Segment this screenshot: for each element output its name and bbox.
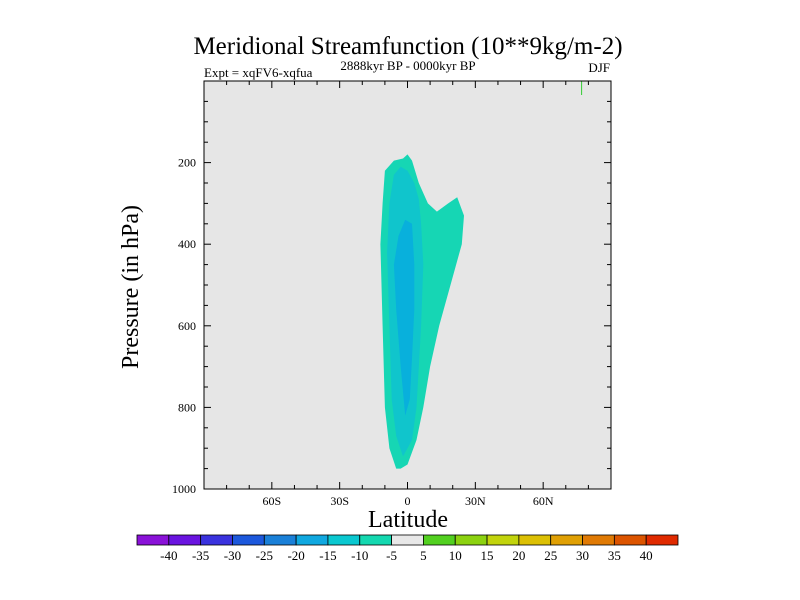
colorbar-swatch xyxy=(613,534,647,546)
colorbar-label: -25 xyxy=(256,548,273,563)
colorbar-label: -40 xyxy=(160,548,177,563)
y-tick-labels: 200 400 600 800 1000 xyxy=(172,156,196,496)
colorbar-label: -15 xyxy=(319,548,336,563)
chart-subtitle-left: Expt = xqFV6-xqfua xyxy=(204,65,313,80)
y-axis-label: Pressure (in hPa) xyxy=(118,205,144,369)
colorbar-swatch xyxy=(486,534,520,546)
colorbar-swatch xyxy=(423,534,456,546)
chart-subtitle-right: DJF xyxy=(588,60,610,75)
colorbar-label: 5 xyxy=(420,548,427,563)
x-tick-label: 30S xyxy=(330,494,349,508)
y-tick-label: 200 xyxy=(178,156,196,170)
colorbar-swatch xyxy=(327,534,361,546)
colorbar-label: 20 xyxy=(512,548,525,563)
colorbar-label: 10 xyxy=(449,548,462,563)
colorbar-label: 25 xyxy=(544,548,557,563)
x-tick-label: 30N xyxy=(465,494,486,508)
colorbar-swatch xyxy=(391,534,424,546)
chart-subtitle-center: 2888kyr BP - 0000kyr BP xyxy=(340,58,475,73)
colorbar-label: -5 xyxy=(386,548,397,563)
x-tick-label: 60N xyxy=(533,494,554,508)
colorbar-swatch xyxy=(168,534,202,546)
colorbar-swatch xyxy=(645,534,679,546)
contour-fills xyxy=(380,154,464,469)
colorbar-label: 30 xyxy=(576,548,589,563)
x-axis-label: Latitude xyxy=(368,507,448,533)
x-tick-label: 60S xyxy=(262,494,281,508)
y-tick-label: 1000 xyxy=(172,482,196,496)
y-tick-label: 600 xyxy=(178,319,196,333)
colorbar-swatch xyxy=(232,534,265,546)
chart-title: Meridional Streamfunction (10**9kg/m-2) xyxy=(193,33,622,60)
colorbar-legend: -40 -35 -30 -25 -20 -15 -10 -5 5 10 15 20 25 30 35 40 xyxy=(136,534,679,563)
colorbar-label: -35 xyxy=(192,548,209,563)
x-tick-label: 0 xyxy=(405,494,411,508)
colorbar-swatch xyxy=(454,534,488,546)
y-tick-label: 400 xyxy=(178,237,196,251)
contour-band-minus15-to-minus20 xyxy=(393,219,415,416)
y-tick-label: 800 xyxy=(178,400,196,414)
colorbar-label: -10 xyxy=(351,548,368,563)
colorbar-label: -30 xyxy=(224,548,241,563)
colorbar-swatch xyxy=(582,534,615,546)
plot-frame xyxy=(203,80,612,490)
colorbar-swatch xyxy=(359,534,392,546)
colorbar-label: -20 xyxy=(287,548,304,563)
x-tick-labels: 60S 30S 0 30N 60N xyxy=(262,494,553,508)
colorbar-swatch xyxy=(295,534,329,546)
colorbar-swatch xyxy=(518,534,552,546)
colorbar-label: 15 xyxy=(481,548,494,563)
colorbar-label: 40 xyxy=(640,548,653,563)
colorbar-label: 35 xyxy=(608,548,621,563)
colorbar-swatch xyxy=(263,534,297,546)
colorbar-swatch xyxy=(200,534,233,546)
colorbar-swatch xyxy=(550,534,583,546)
colorbar-swatch xyxy=(136,534,170,546)
